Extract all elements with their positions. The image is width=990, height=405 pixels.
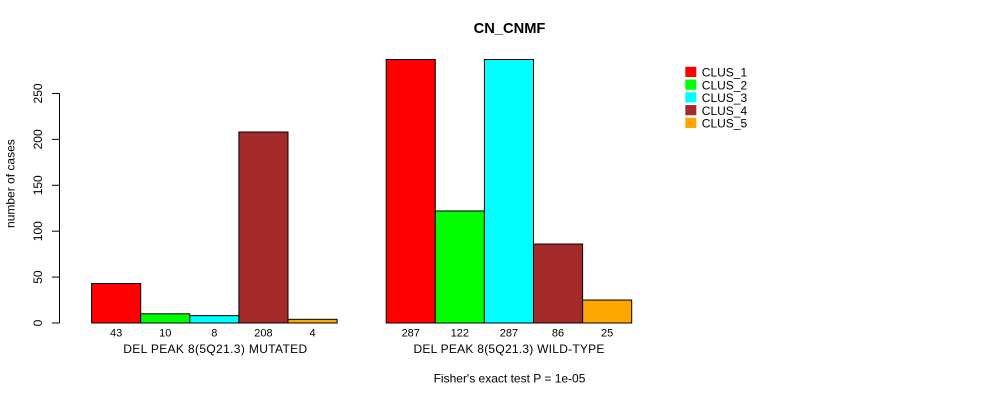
svg-text:CLUS_2: CLUS_2 bbox=[702, 78, 748, 92]
svg-text:CLUS_4: CLUS_4 bbox=[702, 104, 748, 118]
svg-text:50: 50 bbox=[31, 270, 45, 284]
svg-text:208: 208 bbox=[254, 328, 272, 340]
svg-text:200: 200 bbox=[31, 129, 45, 149]
svg-text:number of cases: number of cases bbox=[4, 139, 18, 228]
svg-text:287: 287 bbox=[500, 328, 518, 340]
svg-text:10: 10 bbox=[159, 328, 171, 340]
svg-text:25: 25 bbox=[601, 328, 613, 340]
svg-text:250: 250 bbox=[31, 83, 45, 103]
svg-text:0: 0 bbox=[31, 319, 45, 326]
svg-text:43: 43 bbox=[110, 328, 122, 340]
svg-text:DEL PEAK 8(5Q21.3) WILD-TYPE: DEL PEAK 8(5Q21.3) WILD-TYPE bbox=[413, 342, 604, 356]
svg-text:8: 8 bbox=[211, 328, 217, 340]
svg-text:86: 86 bbox=[552, 328, 564, 340]
svg-text:CLUS_1: CLUS_1 bbox=[702, 66, 748, 80]
svg-text:287: 287 bbox=[402, 328, 420, 340]
svg-text:DEL PEAK 8(5Q21.3) MUTATED: DEL PEAK 8(5Q21.3) MUTATED bbox=[123, 342, 307, 356]
svg-text:150: 150 bbox=[31, 175, 45, 195]
svg-text:100: 100 bbox=[31, 221, 45, 241]
svg-text:122: 122 bbox=[451, 328, 469, 340]
svg-text:Fisher's exact test P = 1e-05: Fisher's exact test P = 1e-05 bbox=[434, 372, 586, 386]
svg-text:CLUS_5: CLUS_5 bbox=[702, 117, 748, 131]
svg-text:4: 4 bbox=[309, 328, 315, 340]
svg-text:CLUS_3: CLUS_3 bbox=[702, 91, 748, 105]
svg-text:CN_CNMF: CN_CNMF bbox=[474, 21, 546, 37]
